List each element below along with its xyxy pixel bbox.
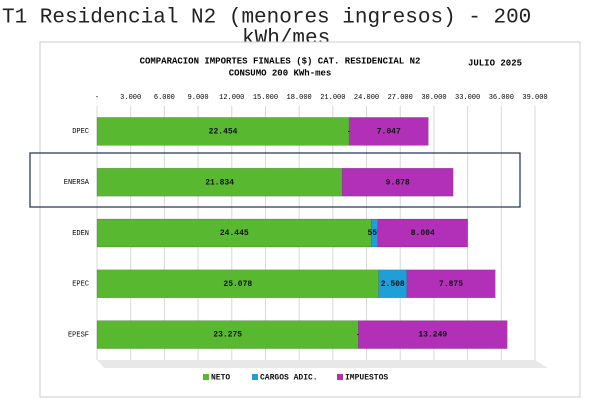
x-tick-label: 30.000	[421, 94, 446, 102]
data-label: 8.004	[411, 229, 435, 238]
x-tick-label: 12.000	[219, 94, 244, 102]
data-label: 7.047	[377, 128, 401, 137]
x-tick-label: 24.000	[354, 94, 379, 102]
highlight-box	[29, 152, 521, 208]
y-tick-label: EPESF	[68, 331, 89, 339]
bar-segment	[96, 117, 350, 146]
floor	[97, 360, 548, 368]
chart-title: COMPARACION IMPORTES FINALES ($) CAT. RE…	[140, 56, 421, 66]
bar-segment	[348, 117, 429, 146]
data-label: 7.875	[439, 280, 463, 289]
data-label: 25.078	[223, 280, 252, 289]
data-label: 13.249	[418, 331, 447, 340]
bar-segment	[406, 269, 496, 299]
data-label: 22.454	[209, 128, 238, 137]
legend-label: CARGOS ADIC.	[260, 374, 318, 383]
data-label: 21.834	[205, 178, 234, 187]
x-tick-label: 27.000	[388, 94, 413, 102]
chart-subtitle: CONSUMO 200 KWh-mes	[229, 68, 332, 78]
data-label: 24.445	[220, 229, 249, 238]
legend-swatch	[203, 374, 209, 380]
x-tick-label: 21.000	[320, 94, 345, 102]
data-label: 2.508	[381, 280, 405, 289]
bar-segment	[341, 167, 454, 197]
x-tick-label: -	[95, 94, 99, 102]
y-tick-label: ENERSA	[64, 179, 90, 187]
annotation: JULIO 2025	[468, 58, 522, 68]
legend-swatch	[337, 374, 343, 380]
x-tick-label: 36.000	[489, 94, 514, 102]
bar-segment	[358, 320, 508, 349]
bar-segment	[96, 320, 359, 349]
x-tick-label: 18.000	[287, 94, 312, 102]
x-tick-label: 3.000	[120, 94, 141, 102]
legend-label: NETO	[211, 374, 230, 383]
x-tick-label: 9.000	[188, 94, 209, 102]
x-tick-label: 33.000	[455, 94, 480, 102]
data-label: 23.275	[213, 331, 242, 340]
bar-segment	[377, 218, 468, 248]
data-label: 9.878	[386, 178, 410, 187]
bar-segment	[96, 269, 379, 299]
x-tick-label: 39.000	[522, 94, 547, 102]
bar-segment	[96, 218, 372, 248]
x-tick-label: 6.000	[154, 94, 175, 102]
y-tick-label: DPEC	[72, 128, 89, 136]
data-label: 559	[367, 229, 382, 238]
y-tick-label: EDEN	[72, 230, 89, 238]
bar-segment	[96, 167, 343, 197]
legend-label: IMPUESTOS	[345, 374, 388, 383]
x-tick-label: 15.000	[253, 94, 278, 102]
legend-swatch	[252, 374, 258, 380]
page-title: T1 Residencial N2 (menores ingresos) - 2…	[2, 7, 531, 30]
y-tick-label: EPEC	[72, 281, 89, 289]
